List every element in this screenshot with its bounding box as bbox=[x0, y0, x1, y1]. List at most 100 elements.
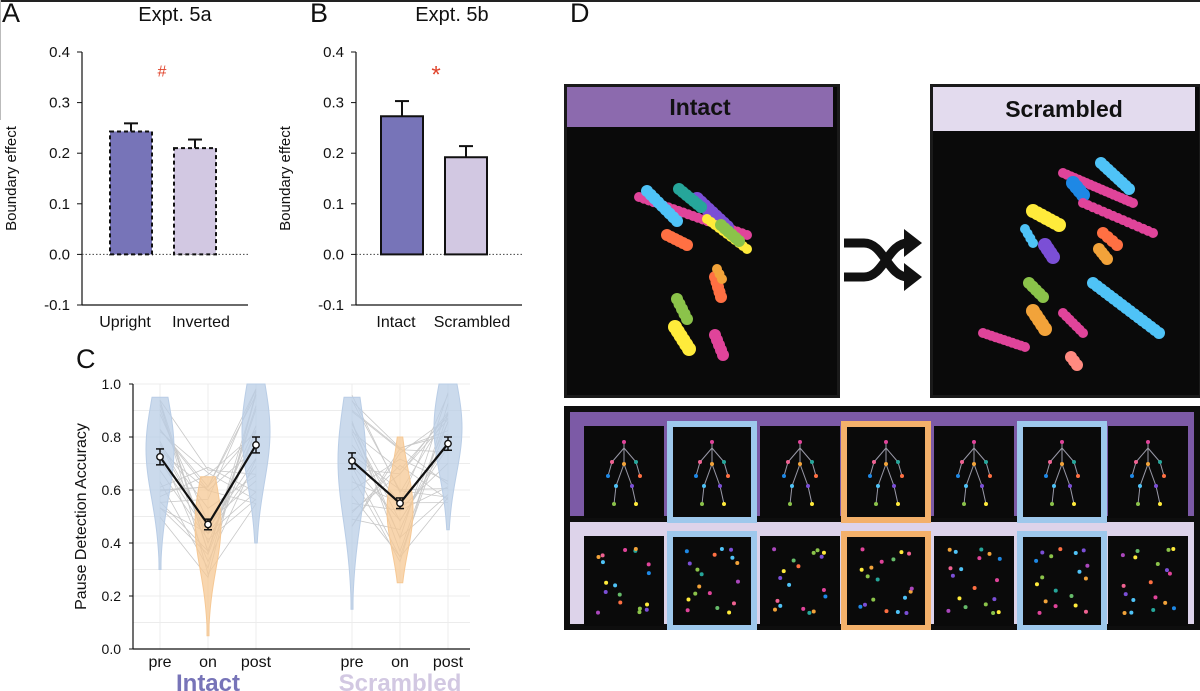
scrambled-joint bbox=[729, 547, 734, 552]
scrambled-joint bbox=[821, 588, 826, 593]
panel-b-letter: B bbox=[310, 0, 329, 28]
scrambled-joint bbox=[1133, 555, 1138, 560]
skeleton-limb bbox=[1139, 463, 1149, 487]
skeleton-joint bbox=[1154, 484, 1158, 488]
y-tick-label: -0.1 bbox=[318, 297, 344, 314]
scrambled-joint bbox=[1049, 554, 1054, 559]
scrambled-joint bbox=[617, 592, 622, 597]
x-tick-label: on bbox=[199, 654, 217, 671]
skeleton-joint bbox=[868, 474, 872, 478]
skeleton-limb bbox=[719, 485, 725, 505]
scrambled-joint bbox=[685, 608, 690, 613]
subject-line bbox=[159, 431, 257, 501]
bar-inverted bbox=[173, 147, 217, 256]
panel-c-letter: C bbox=[76, 344, 96, 374]
scrambled-joint bbox=[823, 594, 828, 599]
skeleton-limb bbox=[961, 447, 975, 463]
bar-upright bbox=[109, 130, 153, 256]
mean-point bbox=[444, 439, 452, 448]
scrambled-joint bbox=[644, 607, 649, 612]
group-label-scrambled: Scrambled bbox=[339, 670, 462, 691]
scrambled-joint bbox=[903, 595, 908, 600]
skeleton-joint bbox=[962, 502, 966, 506]
skeleton-limb bbox=[701, 485, 705, 505]
body-dot bbox=[1046, 250, 1060, 264]
scrambled-frame bbox=[672, 536, 752, 626]
panel-a-chart: -0.1 0.0 0.1 0.2 0.3 0.4 Boundary effect Uprigh… bbox=[3, 44, 248, 331]
scrambled-joint bbox=[618, 600, 623, 605]
violin-post bbox=[433, 383, 463, 531]
body-dot bbox=[1153, 327, 1165, 339]
intact-stimulus-panel: Intact bbox=[564, 84, 840, 398]
skeleton-joint bbox=[1158, 502, 1162, 506]
violin-pre bbox=[145, 396, 175, 570]
scrambled-joint bbox=[613, 583, 618, 588]
body-dot bbox=[1037, 291, 1049, 303]
skeleton-joint bbox=[896, 502, 900, 506]
scrambled-joint bbox=[1153, 595, 1158, 600]
frame-highlight bbox=[667, 421, 757, 523]
scrambled-joint bbox=[1135, 549, 1140, 554]
skeleton-joint bbox=[790, 484, 794, 488]
y-tick-label: 0.6 bbox=[102, 482, 122, 498]
scrambled-joint bbox=[977, 556, 982, 561]
scrambled-joint bbox=[633, 547, 638, 552]
body-dot bbox=[1071, 359, 1083, 371]
skeleton-joint bbox=[1162, 474, 1166, 478]
skeleton-joint bbox=[1072, 460, 1076, 464]
scrambled-joint bbox=[637, 610, 642, 615]
frame-highlight bbox=[1017, 421, 1107, 523]
skeleton-joint bbox=[896, 460, 900, 464]
skeleton-limb bbox=[985, 461, 991, 477]
skeleton-joint bbox=[634, 502, 638, 506]
scrambled-joint bbox=[860, 547, 865, 552]
skeleton-limb bbox=[1053, 463, 1063, 487]
scrambled-joint bbox=[948, 566, 953, 571]
body-dot bbox=[1078, 328, 1088, 338]
mean-point bbox=[204, 520, 212, 529]
scrambled-joint bbox=[604, 580, 609, 585]
skeleton-joint bbox=[630, 484, 634, 488]
x-tick-label: Intact bbox=[376, 314, 416, 331]
scrambled-joint bbox=[869, 565, 874, 570]
scrambled-joint bbox=[875, 577, 880, 582]
scrambled-joint bbox=[719, 547, 724, 552]
scrambled-joint bbox=[979, 547, 984, 552]
skeleton-limb bbox=[723, 461, 729, 477]
skeleton-joint bbox=[892, 484, 896, 488]
scrambled-joint bbox=[1034, 558, 1039, 563]
scrambled-joint bbox=[778, 576, 783, 581]
skeleton-joint bbox=[1048, 460, 1052, 464]
skeleton-joint bbox=[1138, 484, 1142, 488]
skeleton-joint bbox=[1158, 460, 1162, 464]
y-tick-label: 0.4 bbox=[49, 44, 70, 61]
skeleton-limb bbox=[807, 485, 813, 505]
y-tick-label: 0.4 bbox=[323, 44, 344, 61]
scrambled-joint bbox=[995, 578, 1000, 583]
skeleton-joint bbox=[972, 440, 976, 444]
y-tick-label: 0.1 bbox=[323, 196, 344, 213]
skeleton-limb bbox=[1137, 485, 1141, 505]
scrambled-joint bbox=[697, 584, 702, 589]
skeleton-joint bbox=[782, 474, 786, 478]
x-tick-label: on bbox=[391, 654, 409, 671]
panel-a-letter: A bbox=[2, 0, 21, 28]
body-dot bbox=[695, 201, 707, 213]
scrambled-joint bbox=[1163, 600, 1168, 605]
intact-frame bbox=[760, 426, 840, 518]
scrambled-joint bbox=[821, 550, 826, 555]
scrambled-joint bbox=[811, 609, 816, 614]
body-dot bbox=[1076, 188, 1090, 202]
skeleton-limb bbox=[897, 461, 903, 477]
skeleton-joint bbox=[798, 462, 802, 466]
scrambled-joint bbox=[796, 564, 801, 569]
y-tick-label: 0.0 bbox=[49, 246, 70, 263]
skeleton-limb bbox=[799, 463, 809, 487]
scrambled-joint bbox=[596, 610, 601, 615]
violin-post bbox=[241, 383, 271, 544]
frame-tiles bbox=[584, 421, 1188, 630]
skeleton-limb bbox=[1061, 463, 1071, 487]
scrambled-joint bbox=[895, 610, 900, 615]
scrambled-frame bbox=[1108, 536, 1188, 626]
scrambled-joint bbox=[963, 605, 968, 610]
